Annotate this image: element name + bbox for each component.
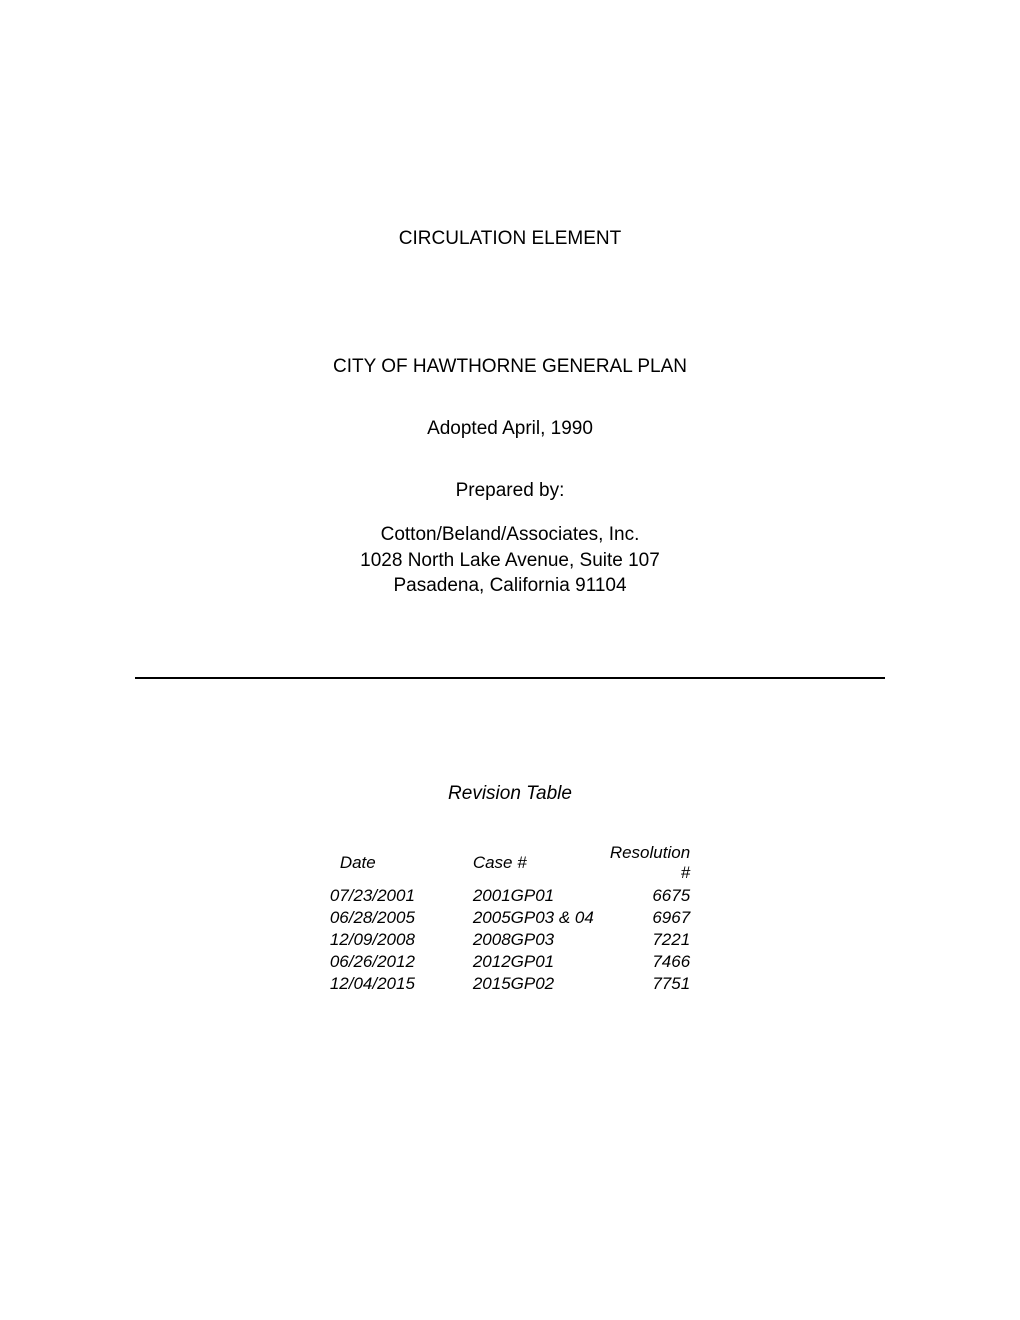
table-row: 06/28/2005 2005GP03 & 04 6967 [330, 907, 690, 929]
table-header-case: Case # [473, 843, 610, 885]
table-row: 12/09/2008 2008GP03 7221 [330, 929, 690, 951]
cell-case: 2001GP01 [473, 885, 610, 907]
document-page: CIRCULATION ELEMENT CITY OF HAWTHORNE GE… [0, 0, 1020, 1320]
cell-case: 2008GP03 [473, 929, 610, 951]
cell-resolution: 6675 [610, 885, 690, 907]
table-header-date: Date [330, 843, 473, 885]
revision-table-title: Revision Table [0, 783, 1020, 805]
table-row: 06/26/2012 2012GP01 7466 [330, 951, 690, 973]
adopted-date: Adopted April, 1990 [0, 418, 1020, 440]
prepared-by-label: Prepared by: [0, 480, 1020, 502]
cell-case: 2012GP01 [473, 951, 610, 973]
cell-case: 2005GP03 & 04 [473, 907, 610, 929]
preparer-name: Cotton/Beland/Associates, Inc. [0, 522, 1020, 548]
table-header-resolution: Resolution # [610, 843, 690, 885]
preparer-address-line1: 1028 North Lake Avenue, Suite 107 [0, 548, 1020, 574]
cell-resolution: 7221 [610, 929, 690, 951]
revision-table: Date Case # Resolution # 07/23/2001 2001… [330, 843, 690, 995]
cell-resolution: 7751 [610, 973, 690, 995]
table-row: 12/04/2015 2015GP02 7751 [330, 973, 690, 995]
horizontal-divider [135, 677, 885, 679]
table-header-row: Date Case # Resolution # [330, 843, 690, 885]
cell-date: 12/04/2015 [330, 973, 473, 995]
cell-date: 12/09/2008 [330, 929, 473, 951]
cell-resolution: 7466 [610, 951, 690, 973]
subtitle: CITY OF HAWTHORNE GENERAL PLAN [0, 356, 1020, 378]
cell-date: 06/28/2005 [330, 907, 473, 929]
cell-date: 06/26/2012 [330, 951, 473, 973]
preparer-address-line2: Pasadena, California 91104 [0, 573, 1020, 599]
cell-resolution: 6967 [610, 907, 690, 929]
preparer-address: Cotton/Beland/Associates, Inc. 1028 Nort… [0, 522, 1020, 599]
cell-case: 2015GP02 [473, 973, 610, 995]
table-row: 07/23/2001 2001GP01 6675 [330, 885, 690, 907]
cell-date: 07/23/2001 [330, 885, 473, 907]
page-title: CIRCULATION ELEMENT [0, 228, 1020, 250]
